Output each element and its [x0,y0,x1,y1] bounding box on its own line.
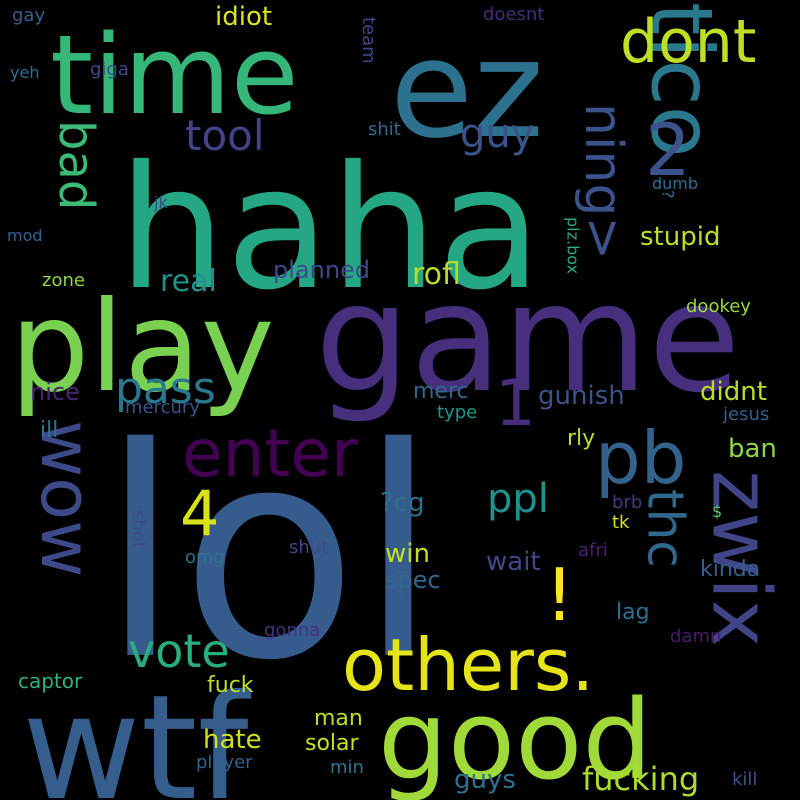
word-brb: brb [612,492,642,513]
word-hate: hate [203,725,262,755]
word-gonna: gonna [264,620,320,641]
word-merc: merc [413,379,469,404]
word-zone: zone [42,270,85,291]
word-ning: ning> [573,103,633,260]
word-spec: spec [385,566,441,594]
word-symbol: ! [545,553,574,637]
word-game: game [315,252,741,426]
word-ppl: ppl [487,476,549,522]
word-doesnt: doesnt [483,4,544,25]
word-pb: pb [595,416,686,500]
word-symbol: ? [659,190,678,199]
word-jk: jk [153,193,168,212]
word-vote: vote [128,624,230,678]
word-shut: shut [289,537,328,558]
word-planned: planned [273,256,370,284]
word-guys: guys [454,765,516,795]
word-bad: bad [48,120,104,210]
word-time: time [50,11,299,139]
word-shot: shot [128,510,149,549]
word-lag: lag [616,600,650,625]
word-omg: omg [185,547,225,568]
word-wow: wow [25,420,107,577]
word-player: player [196,752,253,773]
word-rofl: rofl [412,257,461,292]
word-wait: wait [486,547,541,577]
word-shit: shit [368,119,401,140]
word-ez: ez [390,11,544,168]
word-damn: damn [670,626,721,647]
word-giga: giga [90,59,129,80]
word-zwix: zwix [695,470,788,647]
word-afri: afri [578,540,608,561]
word-kinda: kinda [700,557,760,582]
word-enter: enter [182,415,359,492]
word-lol: lol [100,387,439,724]
word-real: real [160,264,217,299]
word-fucking: fucking [582,760,699,798]
word-man: man [314,706,363,731]
word-tico: tico [631,2,730,158]
word-min: min [330,757,364,778]
word-type: type [437,402,477,423]
word-wtf: wtf [22,664,251,800]
word-jesus: jesus [722,404,769,425]
word-didnt: didnt [700,377,767,407]
word-thc: thc [637,489,695,568]
word-haha: haha [118,130,542,328]
word-rly: rly [567,426,595,451]
word-mod: mod [7,226,43,245]
word-kill: kill [732,769,757,790]
word-tool: tool [185,111,265,160]
word-dont: dont [620,7,756,77]
word-cg: ?cg [380,488,425,518]
word-stupid: stupid [640,222,720,252]
word-4: 4 [180,477,219,550]
word-symbol: $ [712,502,722,521]
word-dumb: dumb [652,174,698,193]
word-gay: gay [12,5,45,26]
word-captor: captor [18,669,83,693]
word-dookey: dookey [686,296,751,317]
word-idiot: idiot [215,2,272,32]
word-mercury: mercury [125,397,200,418]
word-ban: ban [728,434,777,464]
word-2: 2 [645,108,691,192]
word-gunish: gunish [538,381,625,411]
word-solar: solar [305,731,360,756]
word-guy: guy [460,111,534,157]
word-yeh: yeh [10,63,39,82]
word-play: play [10,275,275,420]
word-others: others. [342,623,594,707]
word-nice: nice [30,378,80,406]
word-ill: ill [40,418,58,443]
word-fuck: fuck [207,673,254,698]
word-1: 1 [495,367,536,441]
word-plz-box: plz.box [564,217,583,274]
word-pass: pass [115,363,216,414]
word-good: good [378,676,652,800]
word-tk: tk [612,512,630,533]
word-team: team [358,17,379,64]
word-win: win [385,539,430,569]
